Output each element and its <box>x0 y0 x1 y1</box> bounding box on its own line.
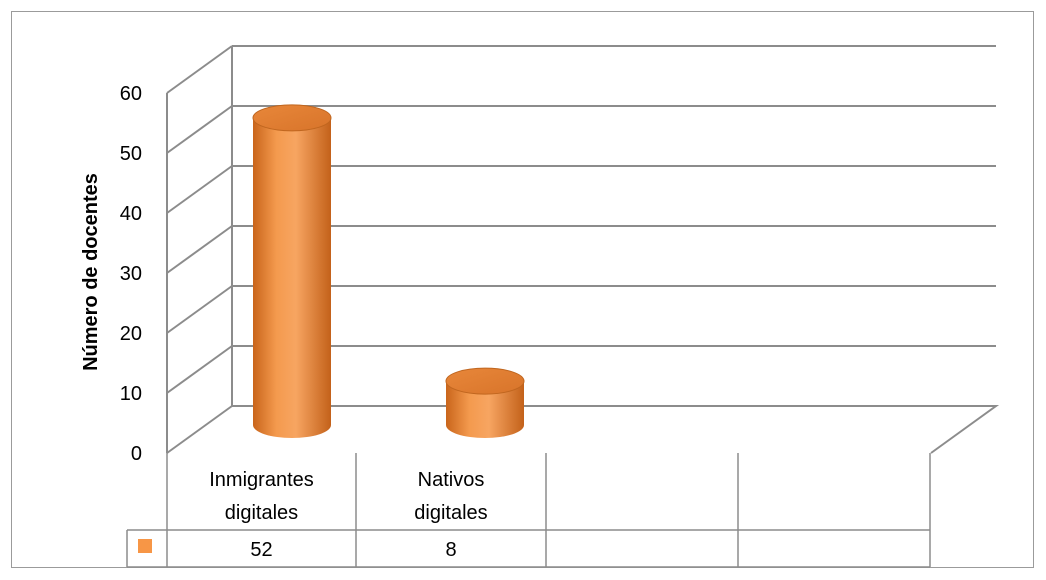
gridline <box>166 345 996 394</box>
bar <box>445 367 525 438</box>
y-axis-label: Número de docentes <box>80 173 102 371</box>
y-tick-label: 40 <box>120 203 142 225</box>
chart-frame <box>11 11 1034 568</box>
gridline <box>166 165 996 214</box>
y-tick-label: 60 <box>120 83 142 105</box>
x-category-label: digitales <box>225 502 298 524</box>
gridline <box>166 105 996 154</box>
gridline <box>166 225 996 274</box>
data-table-value: 52 <box>250 539 272 561</box>
y-tick-label: 10 <box>120 383 142 405</box>
gridline <box>166 405 233 454</box>
y-tick-label: 50 <box>120 143 142 165</box>
bars <box>252 104 525 438</box>
x-category-label: Nativos <box>418 469 485 491</box>
data-table: Inmigrantes digitales Nativos digitales 52 8 <box>126 453 931 568</box>
x-category-label: digitales <box>414 502 487 524</box>
gridlines <box>166 45 1000 454</box>
y-tick-label: 30 <box>120 263 142 285</box>
y-axis-ticks: 0 10 20 30 40 50 60 <box>120 83 142 465</box>
gridline <box>166 285 996 334</box>
y-tick-label: 0 <box>131 443 142 465</box>
floor-edge <box>232 405 1000 454</box>
data-table-value: 8 <box>445 539 456 561</box>
bar <box>252 104 332 438</box>
legend-key <box>138 539 152 553</box>
y-tick-label: 20 <box>120 323 142 345</box>
x-category-label: Inmigrantes <box>209 469 314 491</box>
gridline <box>166 45 996 94</box>
